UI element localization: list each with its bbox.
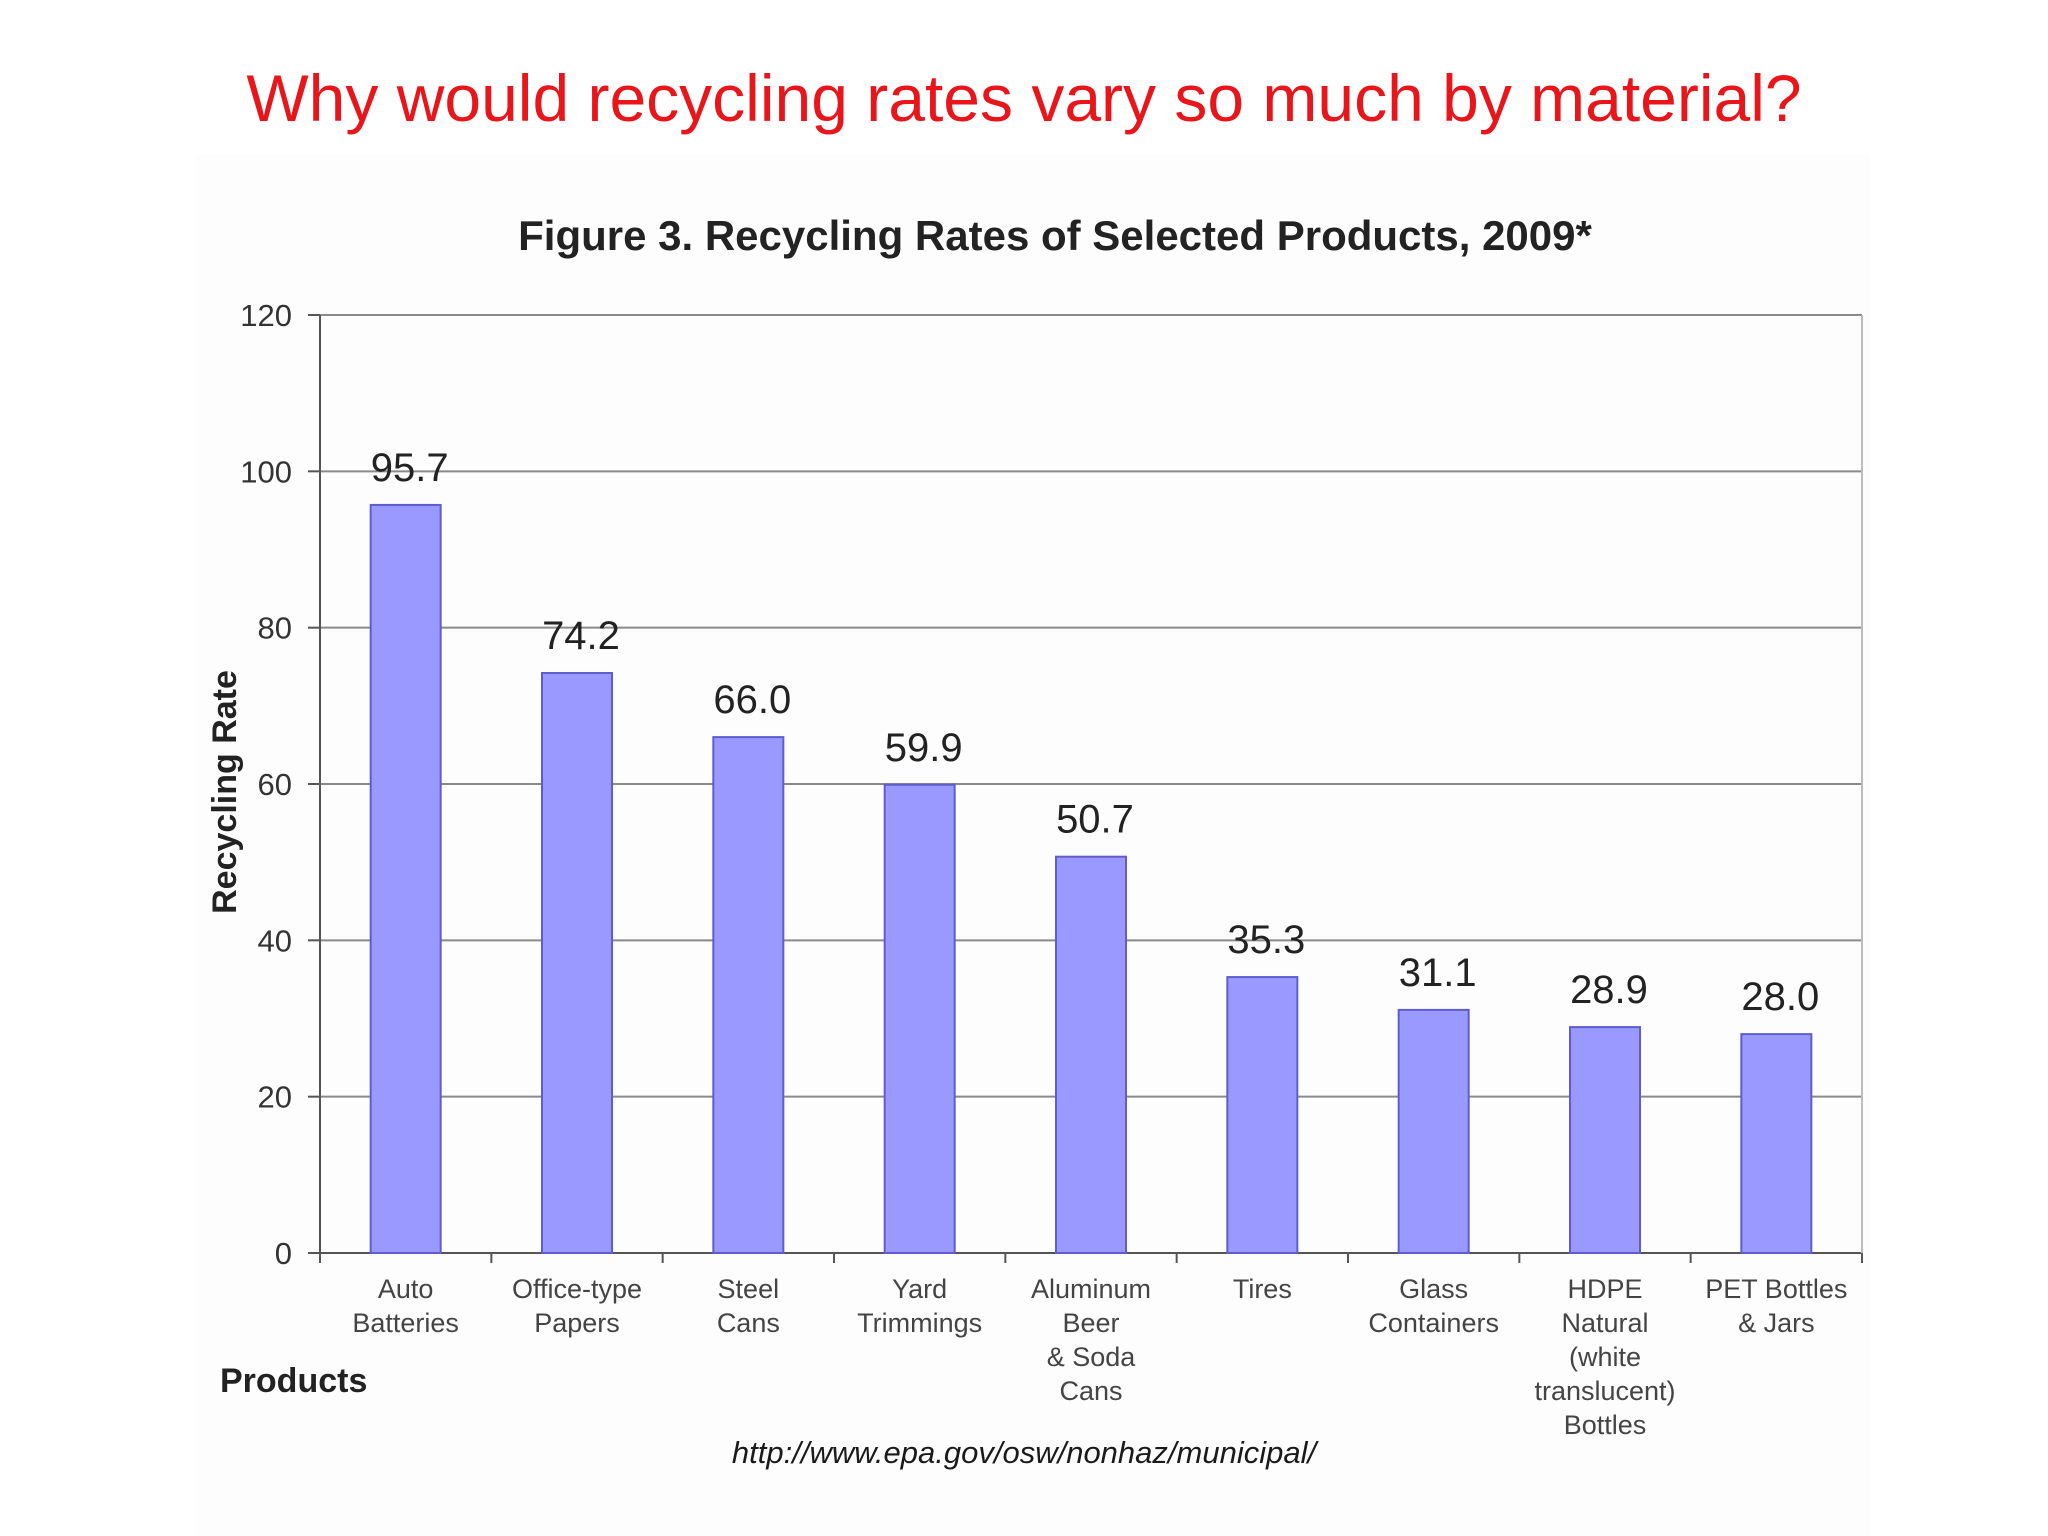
bar bbox=[883, 783, 956, 1254]
y-axis-label: Recycling Rate bbox=[206, 670, 244, 914]
x-category-label: Yard Trimmings bbox=[857, 1274, 982, 1338]
bar-value-label: 35.3 bbox=[1227, 918, 1305, 962]
x-category-label: Tires bbox=[1233, 1274, 1292, 1304]
x-category-label-line: Beer bbox=[1062, 1308, 1119, 1338]
bars bbox=[369, 503, 1813, 1255]
x-category-label: Auto Batteries bbox=[352, 1274, 459, 1338]
x-category-labels: Auto Batteries Office-type Papers Steel Cans Y… bbox=[352, 1274, 1847, 1440]
x-category-label-line: Containers bbox=[1368, 1308, 1499, 1338]
x-category-label-line: Natural bbox=[1561, 1308, 1648, 1338]
bar bbox=[1569, 1026, 1641, 1255]
x-category-label-line: PET Bottles bbox=[1705, 1274, 1847, 1304]
x-category-label-line: HDPE bbox=[1567, 1274, 1642, 1304]
x-category-label: PET Bottles & Jars bbox=[1705, 1274, 1847, 1338]
x-category-label-line: Bottles bbox=[1564, 1410, 1647, 1440]
x-category-label-line: Cans bbox=[1059, 1376, 1122, 1406]
bar-value-label: 66.0 bbox=[713, 678, 791, 722]
y-tick-label: 20 bbox=[258, 1080, 292, 1115]
bar bbox=[1397, 1008, 1470, 1254]
x-category-label-line: Yard bbox=[892, 1274, 947, 1304]
bar bbox=[1226, 976, 1299, 1254]
bar bbox=[1740, 1033, 1813, 1254]
x-category-label-line: translucent) bbox=[1534, 1376, 1675, 1406]
x-axis-label: Products bbox=[220, 1362, 367, 1400]
figure-panel bbox=[195, 155, 1870, 1536]
y-tick-label: 100 bbox=[240, 454, 292, 489]
x-category-label-line: Aluminum bbox=[1031, 1274, 1151, 1304]
x-category-label-line: & Jars bbox=[1738, 1308, 1815, 1338]
x-category-label-line: Auto bbox=[378, 1274, 434, 1304]
bar-value-label: 95.7 bbox=[371, 446, 449, 490]
x-category-label: Aluminum Beer & Soda Cans bbox=[1031, 1274, 1151, 1406]
bar-value-label: 28.0 bbox=[1741, 975, 1819, 1019]
bar-value-label: 31.1 bbox=[1399, 951, 1477, 995]
x-category-label: HDPE Natural (white translucent) Bottles bbox=[1534, 1274, 1675, 1440]
bar bbox=[369, 503, 442, 1254]
x-category-label-line: Steel bbox=[718, 1274, 780, 1304]
source-url: http://www.epa.gov/osw/nonhaz/municipal/ bbox=[731, 1435, 1317, 1470]
y-tick-label: 60 bbox=[258, 767, 292, 802]
x-category-label: Office-type Papers bbox=[512, 1274, 642, 1338]
slide-title: Why would recycling rates vary so much b… bbox=[246, 61, 1802, 135]
x-category-label: Steel Cans bbox=[717, 1274, 780, 1338]
bar-value-label: 74.2 bbox=[542, 614, 620, 658]
y-tick-label: 0 bbox=[275, 1236, 292, 1271]
x-category-label-line: Glass bbox=[1399, 1274, 1468, 1304]
y-tick-label: 80 bbox=[258, 611, 292, 646]
x-category-label-line: Cans bbox=[717, 1308, 780, 1338]
x-category-label-line: Batteries bbox=[352, 1308, 459, 1338]
bar bbox=[541, 672, 613, 1254]
x-category-label-line: Papers bbox=[534, 1308, 620, 1338]
y-tick-label: 120 bbox=[240, 298, 292, 333]
bar-value-label: 50.7 bbox=[1056, 798, 1134, 842]
x-category-label-line: Trimmings bbox=[857, 1308, 982, 1338]
bar-value-label: 59.9 bbox=[885, 726, 963, 770]
data-labels: 95.7 74.2 66.0 59.9 50.7 35.3 31.1 28.9 28.0 bbox=[371, 446, 1820, 1019]
x-category-label-line: (white bbox=[1569, 1342, 1641, 1372]
y-tick-label: 40 bbox=[258, 923, 292, 958]
chart-title: Figure 3. Recycling Rates of Selected Pr… bbox=[518, 212, 1592, 259]
y-tick-labels: 0 20 40 60 80 100 120 bbox=[240, 298, 292, 1271]
bar bbox=[1055, 855, 1127, 1254]
x-category-label-line: Office-type bbox=[512, 1274, 642, 1304]
bar bbox=[712, 736, 785, 1254]
x-category-label-line: & Soda bbox=[1047, 1342, 1137, 1372]
bar-value-label: 28.9 bbox=[1570, 968, 1648, 1012]
x-category-label: Glass Containers bbox=[1368, 1274, 1499, 1338]
x-category-label-line: Tires bbox=[1233, 1274, 1292, 1304]
